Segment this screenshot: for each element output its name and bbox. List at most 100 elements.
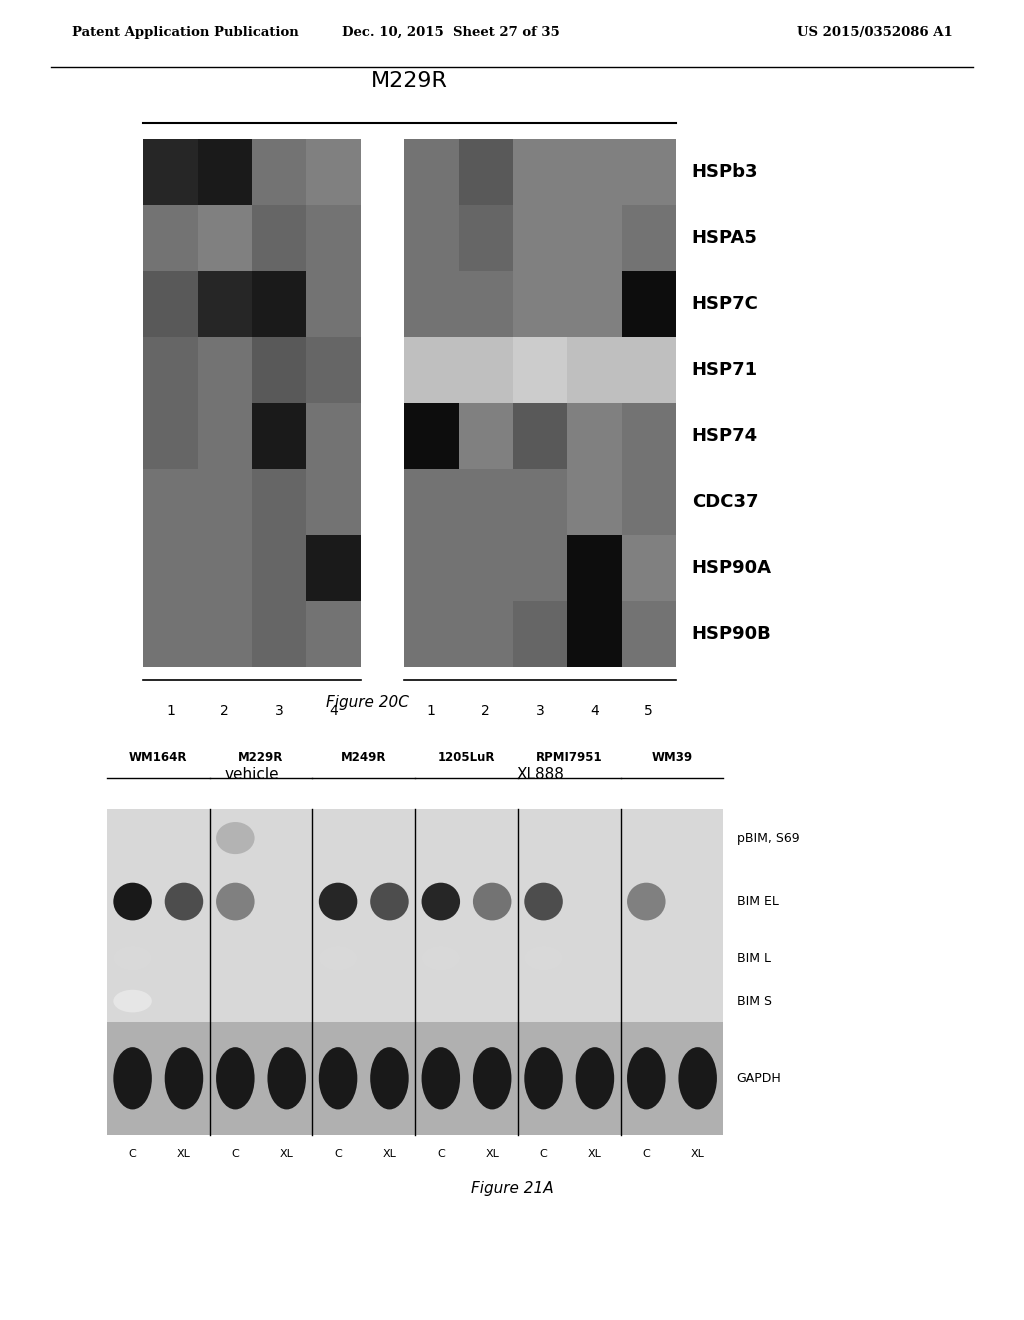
Bar [306, 205, 360, 271]
Ellipse shape [114, 990, 152, 1012]
Bar [622, 139, 676, 205]
Bar [459, 469, 513, 535]
Ellipse shape [216, 883, 255, 920]
Text: Figure 20C: Figure 20C [326, 694, 409, 710]
Text: Figure 21A: Figure 21A [471, 1180, 553, 1196]
Bar [459, 403, 513, 469]
Bar [106, 981, 723, 1022]
Ellipse shape [575, 1047, 614, 1109]
Text: RPMI7951: RPMI7951 [536, 751, 602, 764]
Text: XL: XL [588, 1148, 602, 1159]
Text: C: C [540, 1148, 548, 1159]
Bar [404, 205, 459, 271]
Ellipse shape [114, 883, 152, 920]
Text: XL: XL [280, 1148, 294, 1159]
Text: M249R: M249R [341, 751, 386, 764]
Text: BIM EL: BIM EL [736, 895, 778, 908]
Bar [567, 271, 622, 337]
Bar [622, 469, 676, 535]
Bar [567, 601, 622, 667]
Text: 3: 3 [536, 704, 545, 718]
Text: 4: 4 [590, 704, 599, 718]
Bar [143, 271, 198, 337]
Text: HSP74: HSP74 [692, 426, 758, 445]
Bar [252, 403, 306, 469]
Ellipse shape [216, 822, 255, 854]
Bar [106, 936, 723, 981]
Bar [143, 403, 198, 469]
Ellipse shape [422, 883, 460, 920]
Text: C: C [334, 1148, 342, 1159]
Text: Patent Application Publication: Patent Application Publication [72, 26, 298, 40]
Text: 2: 2 [481, 704, 490, 718]
Bar [513, 403, 567, 469]
Bar [306, 469, 360, 535]
Bar [404, 601, 459, 667]
Ellipse shape [318, 946, 357, 970]
Text: WM164R: WM164R [129, 751, 187, 764]
Text: BIM L: BIM L [736, 952, 771, 965]
Text: 1: 1 [427, 704, 436, 718]
Bar [306, 403, 360, 469]
Text: C: C [437, 1148, 444, 1159]
Ellipse shape [371, 883, 409, 920]
Bar [567, 337, 622, 403]
Bar [404, 403, 459, 469]
Text: M229R: M229R [371, 71, 449, 91]
Bar [567, 535, 622, 601]
Bar [198, 337, 252, 403]
Text: 1: 1 [166, 704, 175, 718]
Text: 5: 5 [644, 704, 653, 718]
Bar [459, 271, 513, 337]
Bar [252, 601, 306, 667]
Text: US 2015/0352086 A1: US 2015/0352086 A1 [797, 26, 952, 40]
Text: vehicle: vehicle [224, 767, 280, 781]
Ellipse shape [524, 946, 563, 970]
Ellipse shape [114, 946, 152, 970]
Bar [513, 337, 567, 403]
Bar [198, 535, 252, 601]
Text: pBIM, S69: pBIM, S69 [736, 832, 799, 845]
Text: 1205LuR: 1205LuR [437, 751, 496, 764]
Ellipse shape [318, 1047, 357, 1109]
Text: GAPDH: GAPDH [736, 1072, 781, 1085]
Text: 3: 3 [274, 704, 284, 718]
Ellipse shape [627, 883, 666, 920]
Ellipse shape [422, 1047, 460, 1109]
Ellipse shape [216, 1047, 255, 1109]
Bar [622, 205, 676, 271]
Bar [252, 337, 306, 403]
Text: BIM S: BIM S [736, 994, 771, 1007]
Bar [459, 601, 513, 667]
Bar [306, 139, 360, 205]
Bar [198, 205, 252, 271]
Bar [198, 139, 252, 205]
Ellipse shape [524, 883, 563, 920]
Bar [459, 535, 513, 601]
Bar [143, 139, 198, 205]
Bar [513, 139, 567, 205]
Bar [306, 535, 360, 601]
Bar [252, 139, 306, 205]
Text: WM39: WM39 [651, 751, 692, 764]
Bar [622, 337, 676, 403]
Ellipse shape [165, 883, 203, 920]
Bar [567, 139, 622, 205]
Text: 2: 2 [220, 704, 229, 718]
Bar [622, 601, 676, 667]
Text: HSP90B: HSP90B [692, 624, 771, 643]
Bar [198, 403, 252, 469]
Bar [567, 469, 622, 535]
Bar [252, 469, 306, 535]
Bar [622, 271, 676, 337]
Bar [513, 271, 567, 337]
Bar [459, 205, 513, 271]
Bar [106, 809, 723, 867]
Text: HSP90A: HSP90A [692, 558, 772, 577]
Text: XL: XL [691, 1148, 705, 1159]
Ellipse shape [473, 883, 511, 920]
Bar [513, 601, 567, 667]
Bar [513, 469, 567, 535]
Text: HSP7C: HSP7C [692, 294, 759, 313]
Text: 4: 4 [329, 704, 338, 718]
